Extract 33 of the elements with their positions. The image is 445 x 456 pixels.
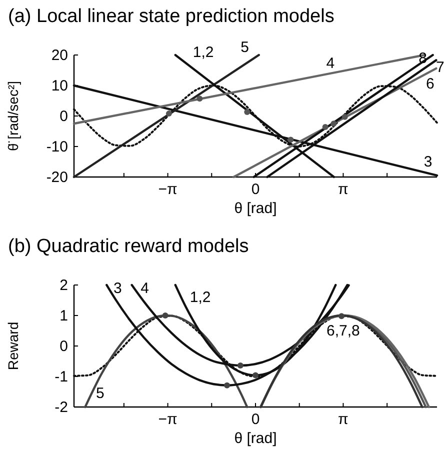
chart-title: (b) Quadratic reward models [8, 236, 249, 257]
series-label: 1,2 [190, 289, 211, 306]
x-tick-label: π [338, 181, 348, 198]
series-label: 3 [424, 153, 432, 170]
series-label: 5 [96, 385, 104, 402]
x-tick-label: π [338, 411, 348, 428]
y-tick-label: -20 [46, 169, 68, 186]
chart-title: (a) Local linear state prediction models [8, 6, 334, 27]
x-tick-label: −π [158, 181, 178, 198]
series-label: 3 [114, 280, 122, 297]
x-axis-title: θ [rad] [234, 200, 277, 217]
x-axis-title: θ [rad] [234, 430, 277, 447]
y-tick-label: -1 [54, 368, 68, 386]
series-label: 7 [436, 59, 444, 76]
y-tick-label: 0 [60, 338, 68, 355]
x-tick-label: 0 [251, 411, 260, 428]
y-tick-label: 20 [51, 47, 68, 64]
y-tick-label: 1 [60, 308, 68, 324]
series-label: 6,7,8 [326, 322, 360, 340]
series-label: 4 [326, 55, 335, 72]
series-label: 1,2 [192, 44, 214, 61]
y-axis-title: Reward [5, 322, 21, 370]
y-tick-label: -2 [54, 399, 68, 416]
series-label: 5 [240, 39, 250, 56]
series-label: 4 [140, 280, 149, 297]
x-tick-label: −π [158, 411, 178, 428]
series-label: 6 [426, 75, 434, 92]
y-tick-label: 10 [51, 78, 68, 94]
y-tick-label: -10 [46, 138, 68, 156]
y-tick-label: 0 [60, 108, 68, 125]
y-tick-label: 2 [60, 277, 68, 294]
x-tick-label: 0 [251, 181, 260, 198]
y-axis-title: θ̈ [rad/sec²] [5, 80, 21, 152]
